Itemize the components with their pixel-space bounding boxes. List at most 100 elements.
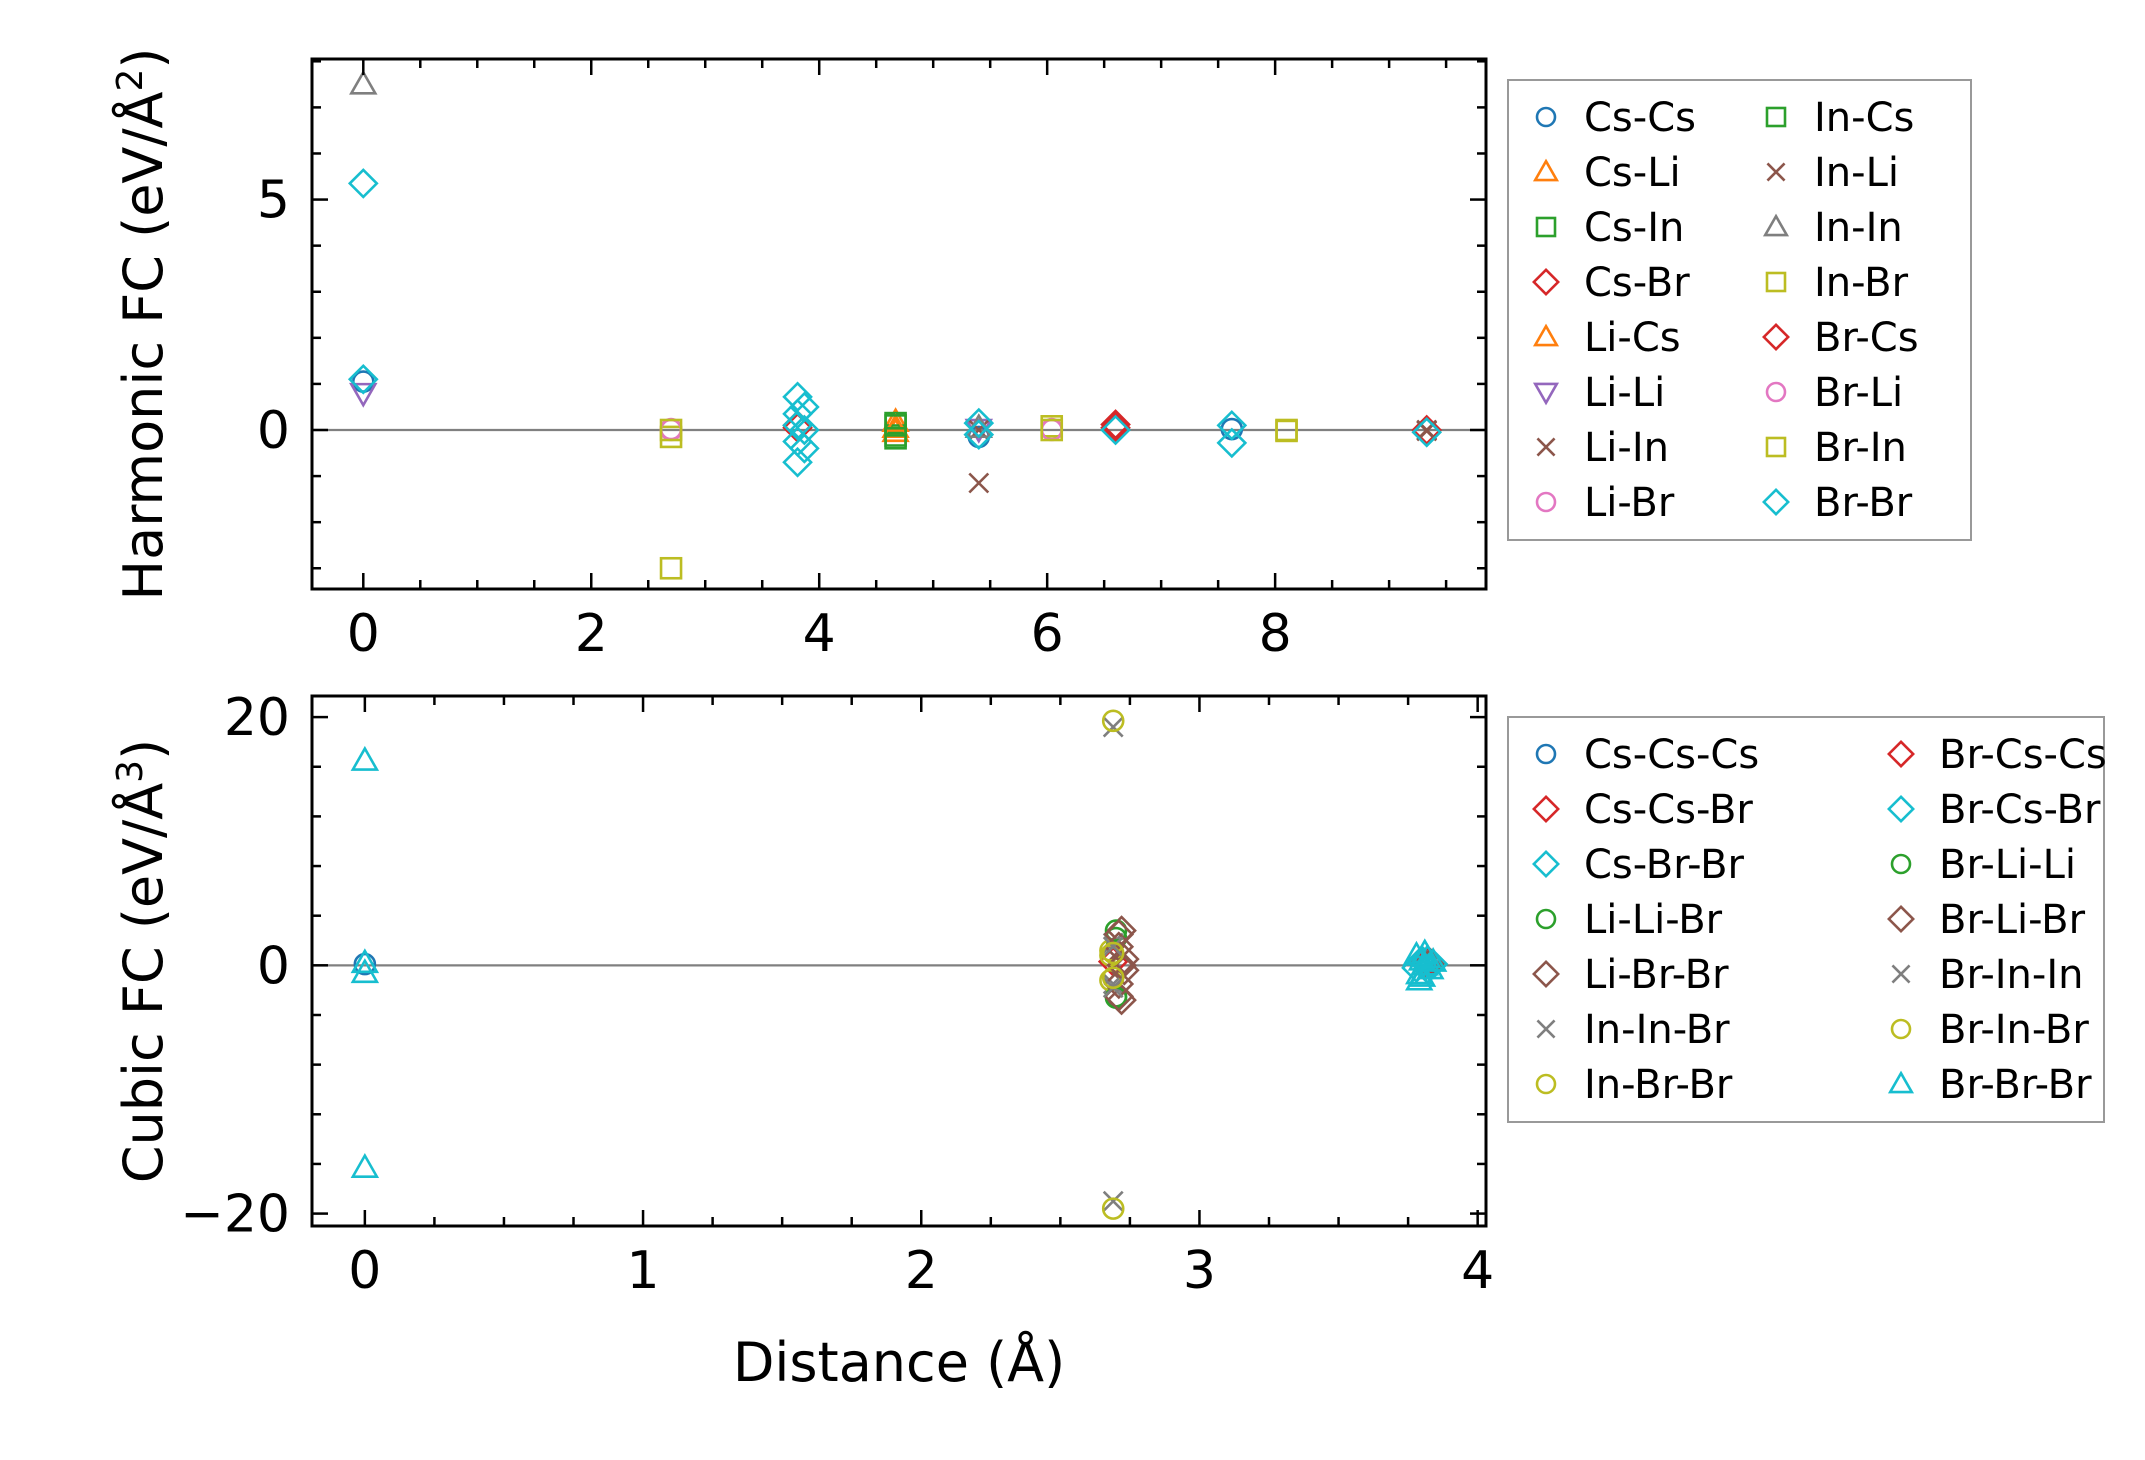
data-point-br-in (659, 418, 683, 442)
data-point-br-br (789, 414, 820, 446)
data-point-in-cs (884, 426, 907, 450)
legend-item-cs-cs: Cs-Cs (1535, 95, 1696, 141)
legend-marker-in-in (1762, 213, 1790, 237)
legend-marker-br-li-li (1890, 853, 1912, 875)
data-point-br-br (1411, 416, 1443, 448)
legend-label: Li-Cs (1584, 315, 1681, 361)
legend-marker-cs-cs (1535, 106, 1557, 128)
legend-item-cs-li: Cs-Li (1532, 150, 1681, 196)
data-point-li-cs (881, 413, 910, 438)
legend-label: Br-Cs-Cs (1939, 732, 2107, 778)
legend-marker-in-br-br (1535, 1073, 1557, 1095)
legend-marker-li-br (1535, 491, 1557, 513)
data-point-br-br (1216, 410, 1248, 441)
legend-label: Br-Li-Li (1939, 842, 2076, 888)
y-tick-label: 20 (224, 688, 290, 748)
legend-label: Li-In (1584, 425, 1669, 471)
legend-label: Cs-Cs-Cs (1584, 732, 1759, 778)
legend-label: Li-Br-Br (1584, 952, 1729, 998)
x-tick-label: 4 (803, 604, 836, 664)
legend-marker-li-li-br (1535, 908, 1557, 930)
legend-label: In-Br-Br (1584, 1062, 1733, 1108)
data-point-br-in (1275, 419, 1298, 443)
y-tick-label: 0 (257, 936, 290, 996)
x-tick-label: 4 (1461, 1241, 1494, 1301)
legend-item-cs-br: Cs-Br (1532, 260, 1690, 306)
legend-label: Li-Li (1584, 370, 1665, 416)
legend-label: Br-Li-Br (1939, 897, 2086, 943)
data-point-in-br (659, 556, 683, 580)
panel2-plot: 0 1 2 3 4 −20 0 20 Cubic FC (eV/Å3) Distance (Å) (110, 688, 1494, 1394)
legend-label: In-Br (1814, 260, 1909, 306)
data-point-br-in-br (1101, 941, 1125, 965)
legend-label: In-In-Br (1584, 1007, 1730, 1053)
legend-item-br-in: Br-In (1765, 425, 1907, 471)
legend-label: Br-Cs-Br (1939, 787, 2101, 833)
data-point-br-br-br (350, 948, 380, 974)
panel2-series-br-br-br (350, 745, 1448, 1178)
legend-item-li-li: Li-Li (1532, 370, 1665, 416)
legend-label: Br-Br-Br (1939, 1062, 2092, 1108)
data-point-br-li-br (1103, 968, 1135, 1000)
legend-marker-br-cs (1762, 323, 1790, 351)
legend-label: Cs-Cs-Br (1584, 787, 1753, 833)
legend-label: Cs-Br-Br (1584, 842, 1745, 888)
legend-item-br-cs: Br-Cs (1762, 315, 1919, 361)
legend-label: Br-Cs (1814, 315, 1919, 361)
legend-label: Cs-Li (1584, 150, 1681, 196)
legend-item-cs-cs-cs: Cs-Cs-Cs (1535, 732, 1759, 778)
data-point-br-br (789, 433, 820, 464)
legend-label: Cs-Cs (1584, 95, 1696, 141)
panel1-series-br-br (347, 168, 1443, 478)
legend-marker-br-in-br (1890, 1018, 1912, 1040)
data-point-br-br-br (1418, 947, 1448, 972)
legend-item-br-li-br: Br-Li-Br (1887, 897, 2086, 943)
legend-marker-li-li (1532, 382, 1560, 406)
data-point-br-li-li (1104, 919, 1128, 942)
panel2-series-cs-cs-br (1097, 946, 1441, 979)
data-point-br-br-br (350, 1153, 380, 1178)
data-point-cs-br (1100, 412, 1131, 444)
legend-marker-in-li (1766, 162, 1786, 182)
data-point-in-in-br (1102, 1190, 1124, 1212)
legend-item-li-in: Li-In (1536, 425, 1669, 471)
panel2-axes-frame (310, 694, 1488, 1228)
panel1-series-br-cs (782, 409, 1131, 444)
legend-item-br-cs-br: Br-Cs-Br (1887, 787, 2101, 833)
legend-item-li-li-br: Li-Li-Br (1535, 897, 1723, 943)
panel1-series-cs-li (881, 407, 910, 443)
panel1-series-li-cs (881, 413, 910, 438)
data-point-br-in-br (1101, 966, 1125, 990)
data-point-br-br (963, 419, 995, 450)
legend-item-in-in-br: In-In-Br (1536, 1007, 1730, 1053)
panel1-series-br-in (659, 418, 1298, 443)
legend-marker-li-cs (1532, 323, 1560, 347)
data-point-br-br (347, 363, 379, 395)
legend-label: Li-Br (1584, 480, 1675, 526)
panel2-x-axis-label: Distance (Å) (733, 1330, 1065, 1394)
data-point-li-br-br (1109, 943, 1140, 975)
panel2-y-axis-label: Cubic FC (eV/Å3) (110, 739, 175, 1183)
data-point-in-cs (884, 414, 907, 437)
legend-marker-br-cs-br (1887, 795, 1915, 823)
data-point-br-br-br (350, 745, 380, 771)
data-point-br-in-br (1101, 1197, 1125, 1220)
legend-item-br-in-in: Br-In-In (1891, 952, 2084, 998)
legend-label: Br-Li (1814, 370, 1903, 416)
data-point-br-br-br (1410, 938, 1440, 964)
data-point-cs-li (881, 417, 910, 443)
legend-label: Cs-In (1584, 205, 1684, 251)
data-point-br-br (789, 391, 820, 423)
panel2-legend-box (1507, 716, 2105, 1123)
data-point-cs-li (881, 407, 910, 433)
data-point-br-li-br (1103, 918, 1135, 950)
data-point-in-in (349, 69, 378, 95)
legend-marker-br-in (1765, 436, 1787, 458)
data-point-in-in-br (1102, 716, 1124, 738)
legend-marker-cs-in (1535, 216, 1557, 238)
panel2-legend: Cs-Cs-Cs Cs-Cs-Br Cs-Br-Br Li-Li-Br Li-Br-Br… (1507, 716, 2107, 1123)
panel1-series-in-in (349, 69, 994, 438)
legend-marker-br-br-br (1887, 1070, 1915, 1094)
x-tick-label: 1 (627, 1241, 660, 1301)
